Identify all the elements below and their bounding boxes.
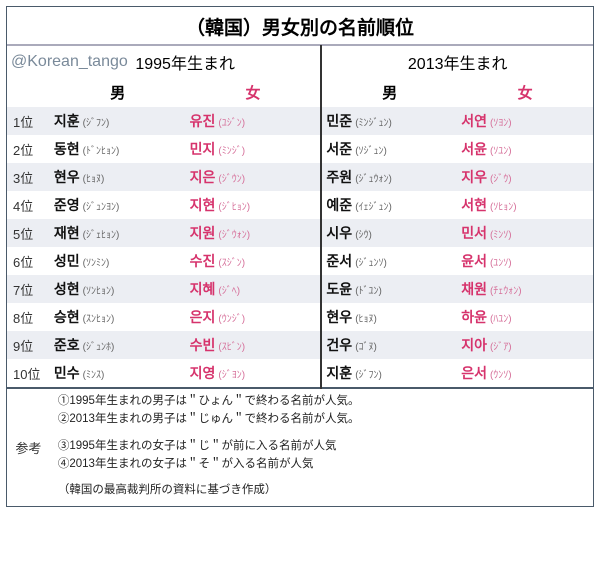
male-1995-cell: 준영(ｼﾞｭﾝﾖﾝ) <box>50 191 186 219</box>
male-1995-cell: 승현(ｽﾝﾋｮﾝ) <box>50 303 186 331</box>
male-2013-cell: 도윤(ﾄﾞﾕﾝ) <box>321 275 457 303</box>
female-2013-cell: 지아(ｼﾞｱ) <box>457 331 593 359</box>
reference-label: 参考 <box>7 388 50 506</box>
male-1995-cell: 현우(ﾋｮﾇ) <box>50 163 186 191</box>
reference-row: 参考 ①1995年生まれの男子は＂ひょん＂で終わる名前が人気。②2013年生まれ… <box>7 388 593 506</box>
male-1995-cell: 지훈(ｼﾞﾌﾝ) <box>50 107 186 135</box>
gender-male-2: 男 <box>321 78 457 107</box>
rank-cell: 8位 <box>7 303 50 331</box>
female-1995-cell: 유진(ﾕｼﾞﾝ) <box>186 107 322 135</box>
rank-cell: 1位 <box>7 107 50 135</box>
reference-body: ①1995年生まれの男子は＂ひょん＂で終わる名前が人気。②2013年生まれの男子… <box>50 388 593 506</box>
female-1995-cell: 민지(ﾐﾝｼﾞ) <box>186 135 322 163</box>
table-row: 6位성민(ｿﾝﾐﾝ)수진(ｽｼﾞﾝ)준서(ｼﾞｭﾝｿ)윤서(ﾕﾝｿ) <box>7 247 593 275</box>
gender-male-1: 男 <box>50 78 186 107</box>
male-1995-cell: 준호(ｼﾞｭﾝﾎ) <box>50 331 186 359</box>
female-2013-cell: 하윤(ﾊﾕﾝ) <box>457 303 593 331</box>
rank-cell: 7位 <box>7 275 50 303</box>
male-2013-cell: 예준(ｲｪｼﾞｭﾝ) <box>321 191 457 219</box>
year-header-row: @Korean_tango 1995年生まれ 2013年生まれ <box>7 46 593 79</box>
female-2013-cell: 은서(ｳﾝｿ) <box>457 359 593 388</box>
watermark: @Korean_tango <box>7 46 50 79</box>
female-1995-cell: 지현(ｼﾞﾋｮﾝ) <box>186 191 322 219</box>
reference-line: ④2013年生まれの女子は＂そ＂が入る名前が人気 <box>58 456 587 473</box>
rank-cell: 5位 <box>7 219 50 247</box>
female-1995-cell: 지영(ｼﾞﾖﾝ) <box>186 359 322 388</box>
gender-female-1: 女 <box>186 78 322 107</box>
rank-cell: 3位 <box>7 163 50 191</box>
female-2013-cell: 민서(ﾐﾝｿ) <box>457 219 593 247</box>
male-1995-cell: 민수(ﾐﾝｽ) <box>50 359 186 388</box>
rank-cell: 4位 <box>7 191 50 219</box>
table-frame: （韓国）男女別の名前順位 @Korean_tango 1995年生まれ 2013… <box>6 6 594 507</box>
female-2013-cell: 채원(ﾁｪｳｫﾝ) <box>457 275 593 303</box>
table-row: 2位동현(ﾄﾞﾝﾋｮﾝ)민지(ﾐﾝｼﾞ)서준(ｿｼﾞｭﾝ)서윤(ｿﾕﾝ) <box>7 135 593 163</box>
female-1995-cell: 지혜(ｼﾞﾍ) <box>186 275 322 303</box>
table-row: 4位준영(ｼﾞｭﾝﾖﾝ)지현(ｼﾞﾋｮﾝ)예준(ｲｪｼﾞｭﾝ)서현(ｿﾋｮﾝ) <box>7 191 593 219</box>
reference-line: （韓国の最高裁判所の資料に基づき作成） <box>58 482 587 499</box>
table-row: 9位준호(ｼﾞｭﾝﾎ)수빈(ｽﾋﾞﾝ)건우(ｺﾞﾇ)지아(ｼﾞｱ) <box>7 331 593 359</box>
table-row: 5位재현(ｼﾞｪﾋｮﾝ)지원(ｼﾞｳｫﾝ)시우(ｼｳ)민서(ﾐﾝｿ) <box>7 219 593 247</box>
male-1995-cell: 동현(ﾄﾞﾝﾋｮﾝ) <box>50 135 186 163</box>
male-2013-cell: 건우(ｺﾞﾇ) <box>321 331 457 359</box>
female-1995-cell: 지원(ｼﾞｳｫﾝ) <box>186 219 322 247</box>
ranking-table: @Korean_tango 1995年生まれ 2013年生まれ 男 女 男 女 … <box>7 45 593 506</box>
female-1995-cell: 수빈(ｽﾋﾞﾝ) <box>186 331 322 359</box>
reference-line: ③1995年生まれの女子は＂じ＂が前に入る名前が人気 <box>58 438 587 455</box>
title: （韓国）男女別の名前順位 <box>7 7 593 45</box>
male-2013-cell: 주원(ｼﾞｭｳｫﾝ) <box>321 163 457 191</box>
male-2013-cell: 민준(ﾐﾝｼﾞｭﾝ) <box>321 107 457 135</box>
female-1995-cell: 은지(ｳﾝｼﾞ) <box>186 303 322 331</box>
rank-cell: 9位 <box>7 331 50 359</box>
male-2013-cell: 서준(ｿｼﾞｭﾝ) <box>321 135 457 163</box>
female-2013-cell: 서윤(ｿﾕﾝ) <box>457 135 593 163</box>
female-2013-cell: 서현(ｿﾋｮﾝ) <box>457 191 593 219</box>
male-2013-cell: 시우(ｼｳ) <box>321 219 457 247</box>
reference-line: ①1995年生まれの男子は＂ひょん＂で終わる名前が人気。 <box>58 393 587 410</box>
rank-cell: 10位 <box>7 359 50 388</box>
rank-cell: 6位 <box>7 247 50 275</box>
table-row: 7位성현(ｿﾝﾋｮﾝ)지혜(ｼﾞﾍ)도윤(ﾄﾞﾕﾝ)채원(ﾁｪｳｫﾝ) <box>7 275 593 303</box>
table-row: 8位승현(ｽﾝﾋｮﾝ)은지(ｳﾝｼﾞ)현우(ﾋｮﾇ)하윤(ﾊﾕﾝ) <box>7 303 593 331</box>
table-row: 10位민수(ﾐﾝｽ)지영(ｼﾞﾖﾝ)지훈(ｼﾞﾌﾝ)은서(ｳﾝｿ) <box>7 359 593 388</box>
table-row: 1位지훈(ｼﾞﾌﾝ)유진(ﾕｼﾞﾝ)민준(ﾐﾝｼﾞｭﾝ)서연(ｿﾖﾝ) <box>7 107 593 135</box>
gender-female-2: 女 <box>457 78 593 107</box>
male-1995-cell: 재현(ｼﾞｪﾋｮﾝ) <box>50 219 186 247</box>
reference-line: ②2013年生まれの男子は＂じゅん＂で終わる名前が人気。 <box>58 411 587 428</box>
rank-cell: 2位 <box>7 135 50 163</box>
female-2013-cell: 서연(ｿﾖﾝ) <box>457 107 593 135</box>
year-2013: 2013年生まれ <box>321 46 593 79</box>
female-1995-cell: 수진(ｽｼﾞﾝ) <box>186 247 322 275</box>
male-2013-cell: 현우(ﾋｮﾇ) <box>321 303 457 331</box>
male-1995-cell: 성현(ｿﾝﾋｮﾝ) <box>50 275 186 303</box>
male-2013-cell: 지훈(ｼﾞﾌﾝ) <box>321 359 457 388</box>
female-2013-cell: 윤서(ﾕﾝｿ) <box>457 247 593 275</box>
female-1995-cell: 지은(ｼﾞｳﾝ) <box>186 163 322 191</box>
male-2013-cell: 준서(ｼﾞｭﾝｿ) <box>321 247 457 275</box>
female-2013-cell: 지우(ｼﾞｳ) <box>457 163 593 191</box>
table-row: 3位현우(ﾋｮﾇ)지은(ｼﾞｳﾝ)주원(ｼﾞｭｳｫﾝ)지우(ｼﾞｳ) <box>7 163 593 191</box>
gender-header-row: 男 女 男 女 <box>7 78 593 107</box>
male-1995-cell: 성민(ｿﾝﾐﾝ) <box>50 247 186 275</box>
